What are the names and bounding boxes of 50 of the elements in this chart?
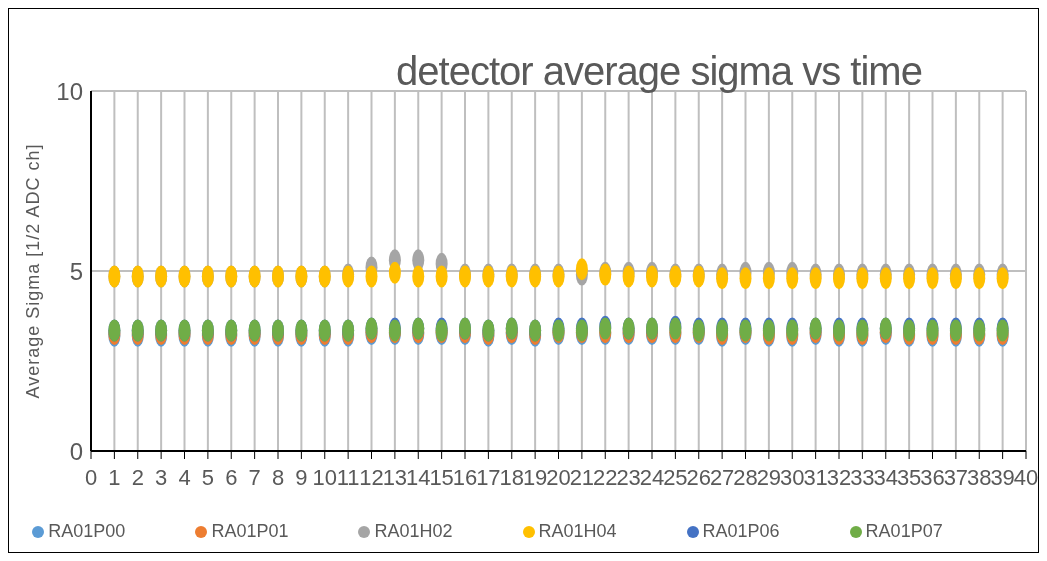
legend-label: RA01H04: [538, 521, 617, 541]
legend-label: RA01P00: [48, 521, 126, 541]
x-tick-label: 37: [943, 464, 969, 490]
legend-label: RA01P01: [211, 521, 289, 541]
x-tick-label: 13: [382, 464, 408, 490]
x-tick-label: 38: [967, 464, 992, 490]
x-tick-label: 25: [663, 464, 688, 490]
x-tick-label: 26: [686, 464, 711, 490]
x-tick-label: 4: [178, 464, 191, 490]
x-tick-label: 14: [406, 464, 431, 490]
legend-label: RA01P07: [865, 521, 943, 541]
x-tick-label: 33: [850, 464, 875, 490]
x-tick-label: 3: [155, 464, 168, 490]
x-tick-label: 31: [803, 464, 828, 490]
x-tick-label: 10: [312, 464, 337, 490]
x-tick-label: 24: [639, 464, 665, 490]
x-tick-label: 30: [780, 464, 805, 490]
y-axis-title: Average Sigma [1/2 ADC ch]: [23, 143, 44, 399]
x-tick-label: 23: [616, 464, 641, 490]
x-tick-label: 1: [108, 464, 121, 490]
x-tick-label: 16: [452, 464, 478, 490]
x-tick-label: 36: [920, 464, 945, 490]
x-tick-label: 2: [131, 464, 144, 490]
x-tick-label: 11: [336, 464, 360, 490]
x-tick-label: 22: [593, 464, 618, 490]
y-tick-label: 0: [69, 437, 83, 465]
x-tick-label: 19: [522, 464, 548, 490]
y-tick-label: 10: [56, 77, 83, 105]
y-tick-label: 5: [69, 257, 83, 285]
legend-label: RA01H02: [374, 521, 453, 541]
x-tick-label: 7: [248, 464, 261, 490]
x-tick-label: 20: [546, 464, 571, 490]
x-tick-label: 6: [225, 464, 238, 490]
x-tick-label: 40: [1013, 464, 1039, 490]
x-tick-label: 17: [476, 464, 501, 490]
x-tick-label: 39: [990, 464, 1015, 490]
x-tick-label: 15: [429, 464, 454, 490]
legend-label: RA01P06: [702, 521, 780, 541]
x-tick-label: 21: [569, 464, 595, 490]
x-tick-label: 18: [499, 464, 524, 490]
x-tick-label: 9: [295, 464, 308, 490]
chart-title: detector average sigma vs time: [395, 49, 923, 94]
x-tick-label: 29: [756, 464, 782, 490]
x-tick-label: 34: [873, 464, 898, 490]
x-tick-label: 28: [733, 464, 758, 490]
x-tick-label: 8: [271, 464, 285, 490]
x-tick-label: 5: [201, 464, 214, 490]
x-tick-label: 27: [709, 464, 735, 490]
x-tick-label: 32: [826, 464, 852, 490]
x-tick-label: 12: [359, 464, 384, 490]
